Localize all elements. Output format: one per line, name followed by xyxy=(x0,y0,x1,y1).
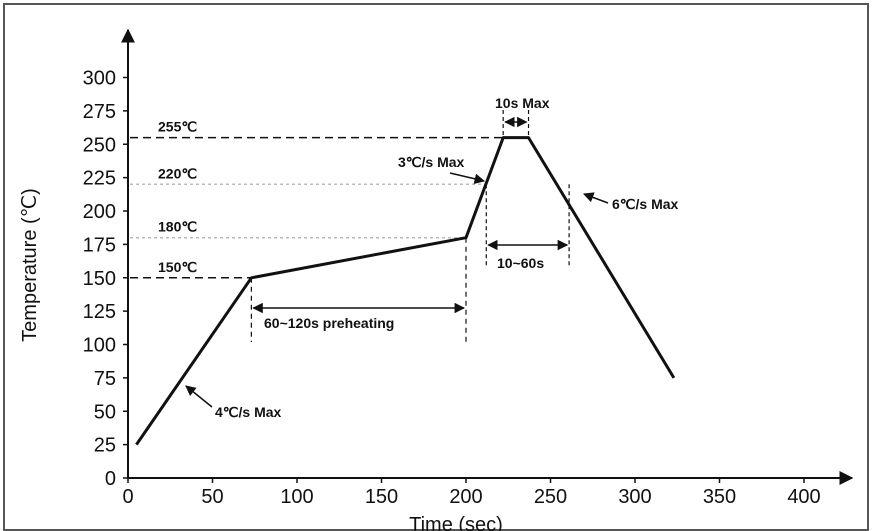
y-tick-label: 100 xyxy=(83,335,116,357)
chart-frame xyxy=(3,3,869,531)
ramp-to-peak-arrow xyxy=(449,172,486,184)
y-tick-label: 300 xyxy=(83,68,116,90)
y-tick-label: 125 xyxy=(83,301,116,323)
y-tick-label: 150 xyxy=(83,268,116,290)
y-tick-label: 200 xyxy=(83,201,116,223)
x-tick-label: 200 xyxy=(449,486,482,508)
y-tick-label: 25 xyxy=(94,435,116,457)
x-tick-label: 50 xyxy=(201,486,223,508)
y-tick-label: 0 xyxy=(105,468,116,490)
peak-time-label: 10s Max xyxy=(495,95,550,111)
above-220-label: 10~60s xyxy=(497,255,544,271)
x-tick-label: 100 xyxy=(280,486,313,508)
profile-line xyxy=(135,136,676,446)
cool-down-arrow xyxy=(583,192,609,204)
y-tick-labels: 0 25 50 75 100 125 150 175 200 225 250 275 300 xyxy=(83,68,128,490)
preheat-label: 60~120s preheating xyxy=(264,315,394,331)
x-tick-label: 300 xyxy=(618,486,651,508)
axes xyxy=(121,28,854,485)
y-tick-label: 75 xyxy=(94,368,116,390)
x-tick-label: 350 xyxy=(703,486,736,508)
y-tick-label: 275 xyxy=(83,101,116,123)
reference-label: 255℃ xyxy=(158,119,197,135)
annotations: 60~120s preheating 10s Max 10~60s 3℃/s Max 6… xyxy=(185,95,679,420)
ramp-to-peak-label: 3℃/s Max xyxy=(398,154,465,170)
y-tick-label: 225 xyxy=(83,168,116,190)
y-axis-title: Temperature (℃) xyxy=(19,188,41,342)
y-tick-label: 50 xyxy=(94,401,116,423)
reference-label: 220℃ xyxy=(158,165,197,181)
x-tick-label: 250 xyxy=(534,486,567,508)
reference-label: 150℃ xyxy=(158,259,197,275)
x-tick-label: 400 xyxy=(787,486,820,508)
x-tick-label: 0 xyxy=(122,486,133,508)
x-axis-title: Time (sec) xyxy=(409,514,503,531)
y-tick-label: 250 xyxy=(83,134,116,156)
profile-series xyxy=(135,136,676,446)
y-tick-label: 175 xyxy=(83,234,116,256)
reference-label: 180℃ xyxy=(158,219,197,235)
x-tick-labels: 0 50 100 150 200 250 300 350 400 xyxy=(122,478,821,508)
ramp-up-label: 4℃/s Max xyxy=(215,404,282,420)
x-tick-label: 150 xyxy=(365,486,398,508)
reference-levels: 255℃ 220℃ 180℃ 150℃ xyxy=(130,119,504,279)
cool-down-label: 6℃/s Max xyxy=(612,196,679,212)
ramp-up-arrow xyxy=(185,385,213,408)
